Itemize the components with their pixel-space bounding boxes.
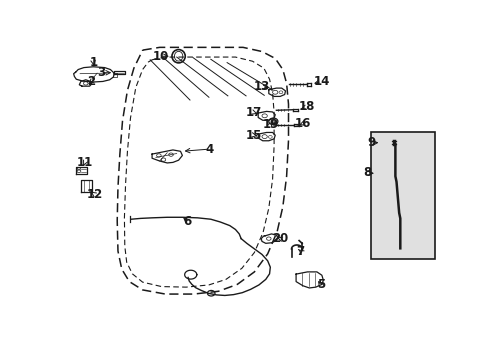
- Text: 2: 2: [87, 75, 95, 88]
- Text: 12: 12: [86, 188, 102, 201]
- Text: 16: 16: [294, 117, 310, 130]
- Bar: [370, 132, 434, 260]
- Text: 15: 15: [245, 129, 261, 142]
- Text: 17: 17: [245, 106, 261, 119]
- Text: 13: 13: [253, 80, 269, 93]
- Text: 10: 10: [152, 50, 168, 63]
- Text: 3: 3: [97, 66, 105, 79]
- Text: 6: 6: [183, 215, 191, 228]
- Text: 14: 14: [313, 75, 329, 88]
- Text: 19: 19: [262, 118, 278, 131]
- Text: 18: 18: [298, 100, 314, 113]
- Text: 1: 1: [89, 55, 97, 68]
- Text: 4: 4: [205, 143, 213, 156]
- Text: 8: 8: [363, 166, 371, 179]
- Text: 11: 11: [76, 157, 93, 170]
- Text: 20: 20: [271, 232, 288, 245]
- Text: 9: 9: [367, 136, 375, 149]
- Text: 7: 7: [296, 244, 304, 258]
- Text: 5: 5: [316, 278, 324, 291]
